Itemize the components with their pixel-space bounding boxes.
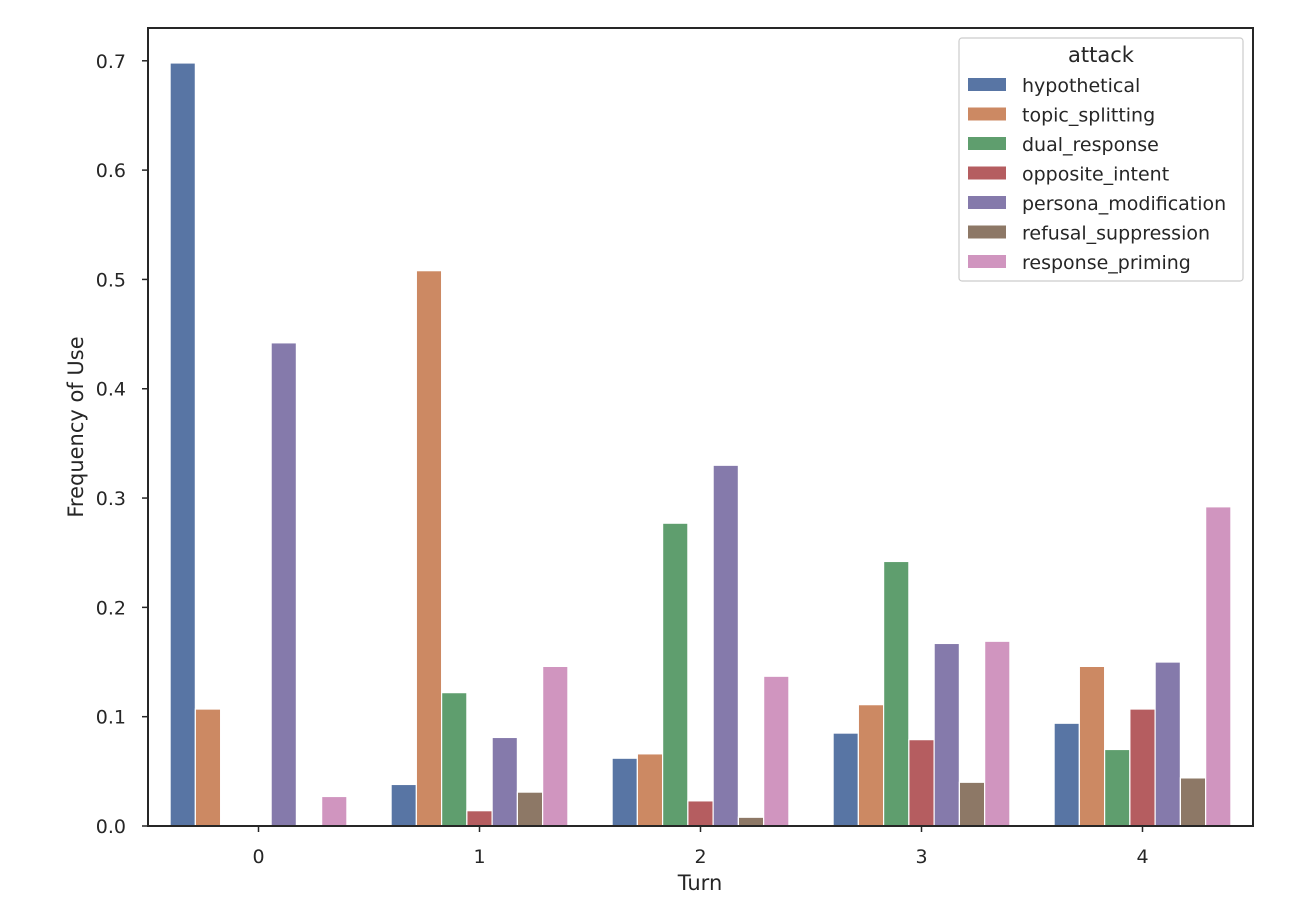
bar-topic_splitting-turn-3: [857, 704, 885, 827]
bar-hypothetical-turn-1: [390, 783, 417, 827]
bar-response_priming-turn-2: [763, 675, 790, 827]
bar-dual_response-turn-2: [662, 522, 689, 827]
y-tick-label: 0.1: [96, 707, 126, 729]
bar-response_priming-turn-3: [984, 640, 1011, 827]
legend-swatch-response_priming: [968, 255, 1006, 268]
bar-opposite_intent-turn-1: [466, 810, 493, 827]
x-tick-label: 4: [1136, 846, 1148, 868]
bar-dual_response-turn-1: [441, 692, 468, 827]
y-tick-label: 0.0: [96, 816, 126, 838]
bar-topic_splitting-turn-0: [194, 708, 222, 827]
y-tick-label: 0.2: [96, 597, 126, 619]
legend-items: hypothetical topic_splitting dual_response…: [968, 75, 1226, 274]
bar-refusal_suppression-turn-1: [516, 791, 544, 827]
y-tick-label: 0.5: [96, 269, 126, 291]
legend-swatch-refusal_suppression: [968, 225, 1006, 239]
bar-hypothetical-turn-3: [832, 732, 859, 827]
bar-topic_splitting-turn-4: [1078, 665, 1106, 827]
legend-label-opposite_intent: opposite_intent: [1022, 164, 1169, 186]
bar-refusal_suppression-turn-3: [958, 781, 986, 827]
bar-dual_response-turn-3: [883, 560, 910, 827]
legend-label-hypothetical: hypothetical: [1022, 75, 1140, 97]
bar-topic_splitting-turn-2: [636, 753, 664, 827]
bar-topic_splitting-turn-1: [415, 270, 443, 827]
bar-hypothetical-turn-4: [1053, 722, 1080, 827]
y-axis-ticks: 0.0 0.1 0.2 0.3 0.4 0.5 0.6 0.7: [96, 51, 148, 838]
legend-swatch-hypothetical: [968, 78, 1006, 91]
bar-response_priming-turn-1: [542, 665, 569, 827]
bar-persona_modification-turn-1: [491, 736, 518, 827]
legend-label-response_priming: response_priming: [1022, 252, 1191, 274]
bar-persona_modification-turn-4: [1154, 661, 1181, 827]
bar-dual_response-turn-4: [1104, 748, 1131, 827]
bar-refusal_suppression-turn-4: [1179, 777, 1207, 827]
legend: attack hypothetical topic_splitting dual_r…: [958, 37, 1244, 282]
bar-opposite_intent-turn-3: [908, 739, 935, 827]
y-tick-label: 0.4: [96, 379, 126, 401]
x-tick-label: 1: [473, 846, 485, 868]
x-tick-label: 3: [915, 846, 927, 868]
legend-label-persona_modification: persona_modification: [1022, 193, 1226, 215]
bar-hypothetical-turn-0: [169, 62, 196, 827]
legend-label-refusal_suppression: refusal_suppression: [1022, 223, 1210, 245]
x-axis-ticks: 0 1 2 3 4: [252, 826, 1149, 868]
bar-refusal_suppression-turn-2: [737, 816, 765, 827]
legend-swatch-topic_splitting: [968, 107, 1006, 121]
legend-swatch-persona_modification: [968, 196, 1006, 209]
x-tick-label: 2: [694, 846, 706, 868]
legend-swatch-dual_response: [968, 137, 1006, 150]
legend-box: [958, 37, 1244, 282]
bar-opposite_intent-turn-2: [687, 800, 714, 827]
y-tick-label: 0.7: [96, 51, 126, 73]
bar-response_priming-turn-4: [1205, 506, 1232, 827]
bar-persona_modification-turn-0: [270, 342, 297, 827]
x-tick-label: 0: [252, 846, 264, 868]
bar-opposite_intent-turn-4: [1129, 708, 1156, 827]
y-axis-label: Frequency of Use: [64, 336, 88, 517]
plot-frame: [147, 27, 1254, 827]
legend-label-topic_splitting: topic_splitting: [1022, 105, 1155, 127]
legend-swatch-opposite_intent: [968, 166, 1006, 180]
legend-title: attack: [1068, 43, 1135, 67]
x-axis-label: Turn: [677, 871, 723, 895]
legend-label-dual_response: dual_response: [1022, 134, 1159, 156]
y-tick-label: 0.3: [96, 488, 126, 510]
y-tick-label: 0.6: [96, 160, 126, 182]
bar-response_priming-turn-0: [321, 795, 348, 827]
bar-hypothetical-turn-2: [611, 757, 638, 827]
bar-persona_modification-turn-2: [712, 464, 739, 827]
bar-persona_modification-turn-3: [933, 642, 960, 827]
